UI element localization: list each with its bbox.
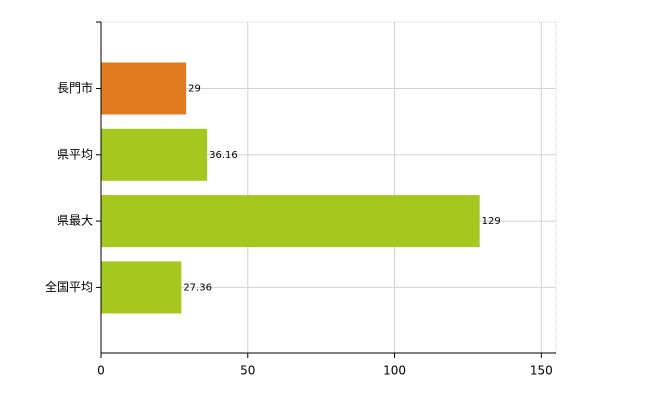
bar (101, 62, 187, 115)
x-tick-label: 50 (240, 364, 255, 378)
x-tick-label: 150 (530, 364, 553, 378)
value-label: 129 (482, 216, 501, 227)
value-label: 29 (188, 84, 201, 95)
y-tick-label: 県最大 (57, 214, 93, 228)
bar (101, 261, 182, 314)
value-label: 27.36 (183, 282, 212, 293)
y-tick-label: 全国平均 (45, 279, 93, 294)
x-tick-label: 100 (383, 364, 406, 378)
bar (101, 195, 480, 248)
y-tick-label: 長門市 (57, 80, 93, 95)
y-tick-label: 県平均 (57, 147, 93, 161)
x-tick-label: 0 (97, 364, 105, 378)
bar (101, 128, 208, 181)
value-label: 36.16 (209, 150, 238, 161)
